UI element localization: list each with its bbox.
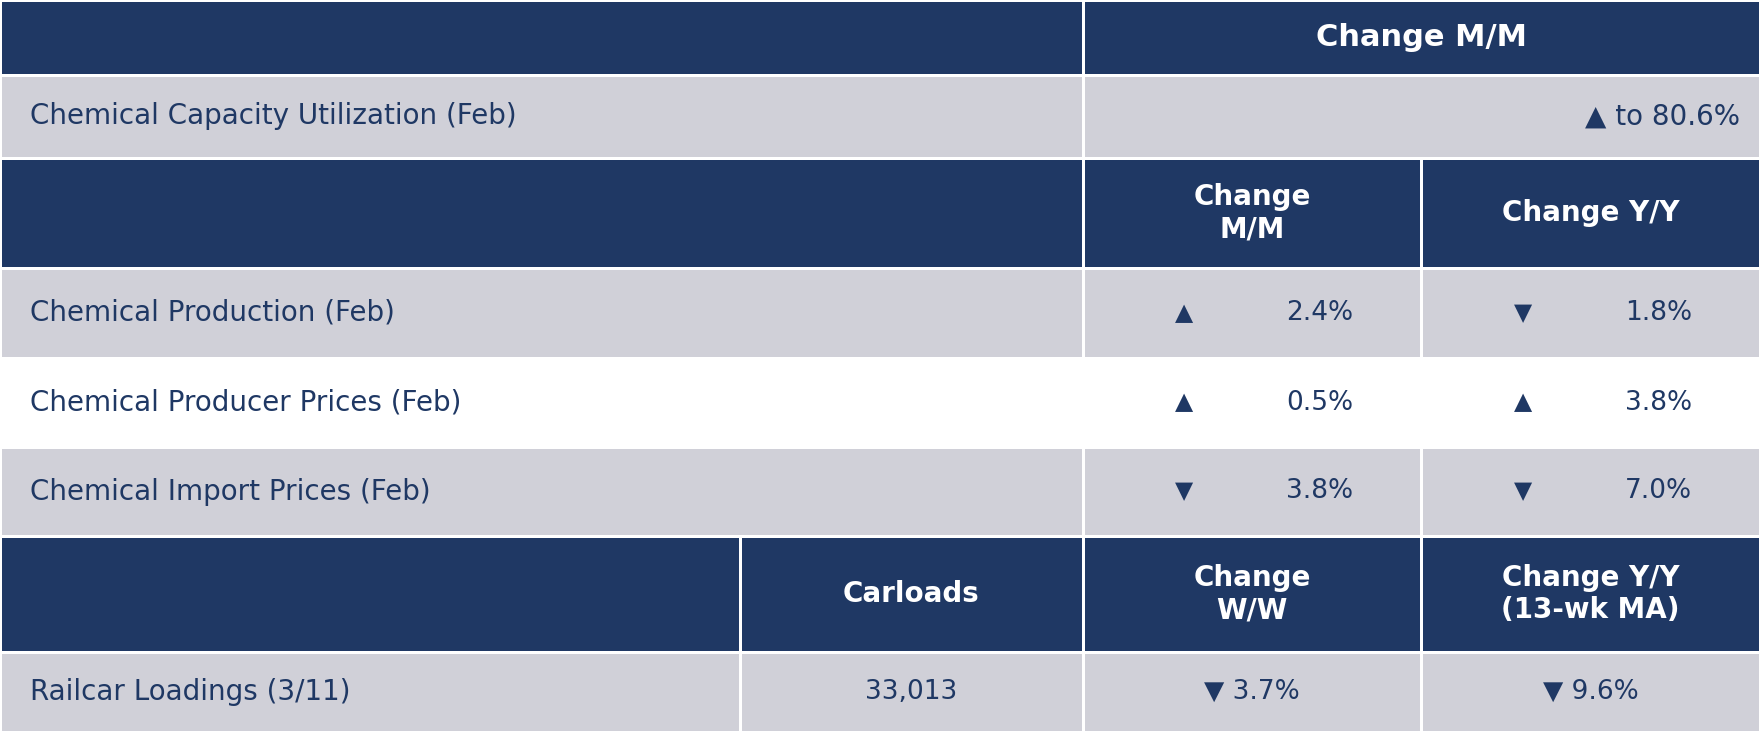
Text: Chemical Import Prices (Feb): Chemical Import Prices (Feb) bbox=[30, 477, 431, 506]
Bar bbox=[1422, 449, 1758, 534]
Text: ▼: ▼ bbox=[1514, 479, 1531, 504]
Bar bbox=[741, 654, 1081, 731]
Text: 0.5%: 0.5% bbox=[1287, 389, 1353, 416]
Bar bbox=[1084, 359, 1420, 446]
Text: Change Y/Y: Change Y/Y bbox=[1501, 199, 1679, 227]
Bar bbox=[1422, 537, 1758, 651]
Bar bbox=[1084, 269, 1420, 356]
Bar bbox=[741, 537, 1081, 651]
Bar bbox=[1422, 160, 1758, 266]
Bar bbox=[1422, 654, 1758, 731]
Text: Chemical Producer Prices (Feb): Chemical Producer Prices (Feb) bbox=[30, 389, 461, 417]
Text: Change M/M: Change M/M bbox=[1316, 23, 1528, 52]
Text: Chemical Capacity Utilization (Feb): Chemical Capacity Utilization (Feb) bbox=[30, 102, 517, 130]
Text: ▼ 3.7%: ▼ 3.7% bbox=[1204, 679, 1301, 705]
Bar bbox=[2, 654, 739, 731]
Text: ▲: ▲ bbox=[1176, 390, 1193, 414]
Bar bbox=[1084, 77, 1758, 157]
Bar bbox=[1422, 269, 1758, 356]
Bar bbox=[1422, 359, 1758, 446]
Text: ▲ to 80.6%: ▲ to 80.6% bbox=[1586, 102, 1741, 130]
Text: Chemical Production (Feb): Chemical Production (Feb) bbox=[30, 299, 394, 327]
Text: ▼: ▼ bbox=[1514, 301, 1531, 325]
Bar bbox=[2, 269, 1081, 356]
Text: ▼: ▼ bbox=[1176, 479, 1193, 504]
Bar bbox=[2, 160, 1081, 266]
Text: ▲: ▲ bbox=[1176, 301, 1193, 325]
Text: 2.4%: 2.4% bbox=[1287, 300, 1353, 326]
Bar bbox=[2, 1, 1081, 73]
Text: 3.8%: 3.8% bbox=[1287, 479, 1353, 504]
Text: 1.8%: 1.8% bbox=[1624, 300, 1691, 326]
Text: Change
M/M: Change M/M bbox=[1193, 183, 1311, 243]
Text: 3.8%: 3.8% bbox=[1624, 389, 1691, 416]
Text: Change
W/W: Change W/W bbox=[1193, 564, 1311, 624]
Bar bbox=[1084, 654, 1420, 731]
Text: 7.0%: 7.0% bbox=[1624, 479, 1691, 504]
Text: ▼ 9.6%: ▼ 9.6% bbox=[1542, 679, 1639, 705]
Bar bbox=[1084, 160, 1420, 266]
Bar bbox=[2, 537, 739, 651]
Bar bbox=[2, 359, 1081, 446]
Text: Change Y/Y
(13-wk MA): Change Y/Y (13-wk MA) bbox=[1501, 564, 1679, 624]
Bar bbox=[1084, 537, 1420, 651]
Bar bbox=[2, 449, 1081, 534]
Bar bbox=[2, 77, 1081, 157]
Text: 33,013: 33,013 bbox=[866, 679, 957, 705]
Bar bbox=[1084, 1, 1758, 73]
Bar bbox=[1084, 449, 1420, 534]
Text: ▲: ▲ bbox=[1514, 390, 1531, 414]
Text: Railcar Loadings (3/11): Railcar Loadings (3/11) bbox=[30, 678, 350, 706]
Text: Carloads: Carloads bbox=[843, 580, 980, 608]
